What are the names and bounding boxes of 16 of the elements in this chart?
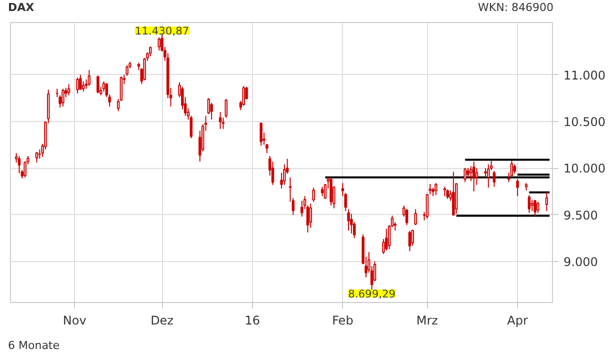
chart-title: DAX (8, 0, 34, 16)
y-tick-label: 9.000 (564, 254, 598, 269)
x-tick-label: Mrz (416, 314, 438, 328)
x-tick-label: Dez (150, 314, 174, 328)
x-tick-label: Apr (507, 314, 528, 328)
text: WKN: 846900 (478, 0, 554, 16)
text: 6 Monate (8, 338, 60, 354)
y-tick-label: 9.500 (564, 208, 598, 222)
y-tick-label: 11.000 (564, 68, 606, 82)
annotation: 8.699,29 (348, 288, 396, 300)
annotation: 11.430,87 (134, 24, 190, 38)
y-tick-label: 10.000 (564, 162, 606, 176)
x-tick-label: 16 (244, 314, 260, 328)
y-tick-label: 10.500 (564, 114, 606, 129)
x-tick-label: Nov (62, 314, 86, 328)
x-tick-label: Feb (332, 314, 354, 328)
